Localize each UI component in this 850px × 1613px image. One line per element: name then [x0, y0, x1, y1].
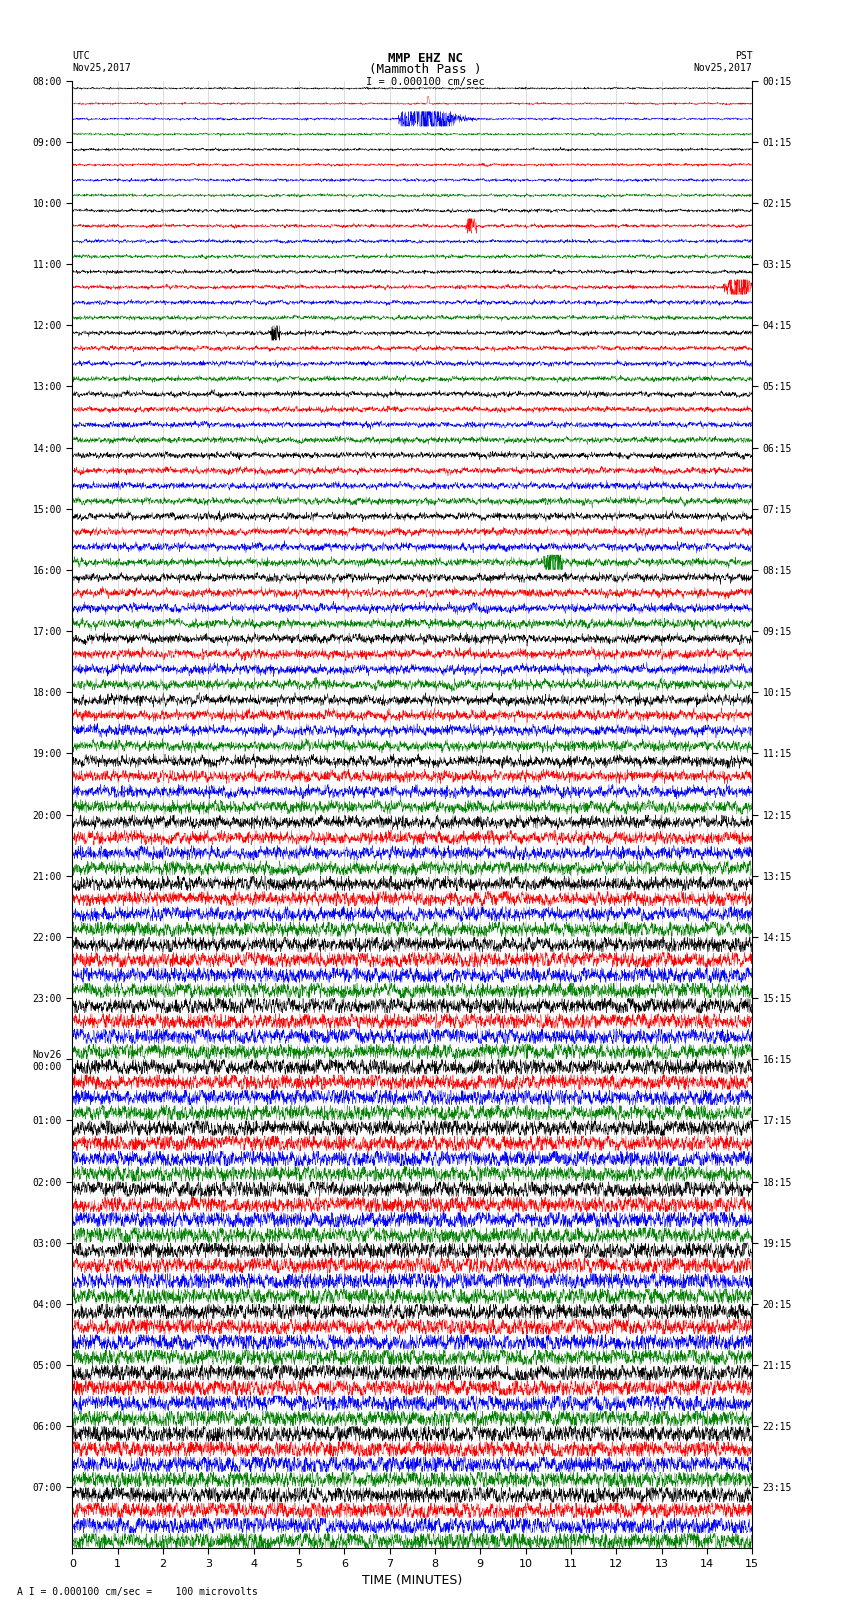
Text: MMP EHZ NC: MMP EHZ NC [388, 52, 462, 65]
Text: UTC: UTC [72, 52, 90, 61]
X-axis label: TIME (MINUTES): TIME (MINUTES) [362, 1574, 462, 1587]
Text: Nov25,2017: Nov25,2017 [694, 63, 752, 73]
Text: A I = 0.000100 cm/sec =    100 microvolts: A I = 0.000100 cm/sec = 100 microvolts [17, 1587, 258, 1597]
Text: PST: PST [734, 52, 752, 61]
Text: I = 0.000100 cm/sec: I = 0.000100 cm/sec [366, 77, 484, 87]
Text: Nov25,2017: Nov25,2017 [72, 63, 131, 73]
Text: (Mammoth Pass ): (Mammoth Pass ) [369, 63, 481, 76]
